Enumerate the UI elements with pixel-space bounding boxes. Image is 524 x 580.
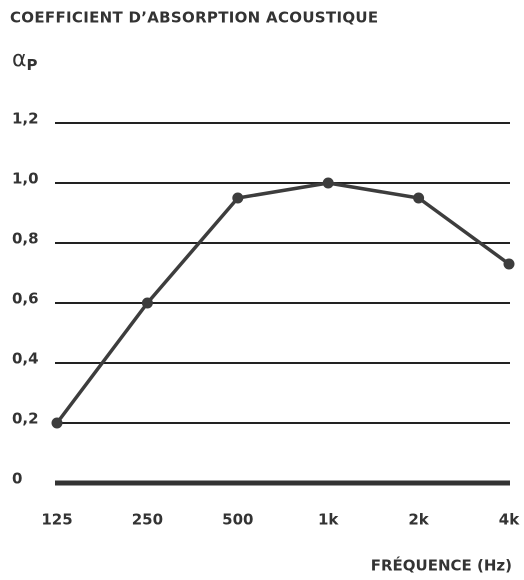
x-tick-label: 4k xyxy=(499,511,520,529)
x-tick-label: 1k xyxy=(318,511,339,529)
data-point xyxy=(141,297,153,309)
x-tick-label: 125 xyxy=(41,511,72,529)
y-tick-label: 0,6 xyxy=(12,290,39,308)
y-tick-label: 0,4 xyxy=(12,350,39,368)
data-point xyxy=(503,258,515,270)
data-point xyxy=(413,192,425,204)
y-tick-label: 1,0 xyxy=(12,170,39,188)
data-point xyxy=(51,417,63,429)
x-tick-label: 2k xyxy=(408,511,429,529)
y-label-sub: P xyxy=(27,56,38,74)
x-tick-label: 250 xyxy=(132,511,163,529)
y-tick-label: 0,2 xyxy=(12,410,39,428)
x-axis-label: FRÉQUENCE (Hz) xyxy=(371,556,512,575)
chart-title: COEFFICIENT D’ABSORPTION ACOUSTIQUE xyxy=(10,9,378,27)
y-axis-label: αP xyxy=(12,47,38,74)
data-line xyxy=(55,181,511,425)
y-tick-label: 1,2 xyxy=(12,110,39,128)
data-point xyxy=(322,177,334,189)
y-label-main: α xyxy=(12,47,27,72)
y-tick-label: 0 xyxy=(12,470,22,488)
data-point xyxy=(232,192,244,204)
y-tick-label: 0,8 xyxy=(12,230,39,248)
x-tick-label: 500 xyxy=(222,511,253,529)
